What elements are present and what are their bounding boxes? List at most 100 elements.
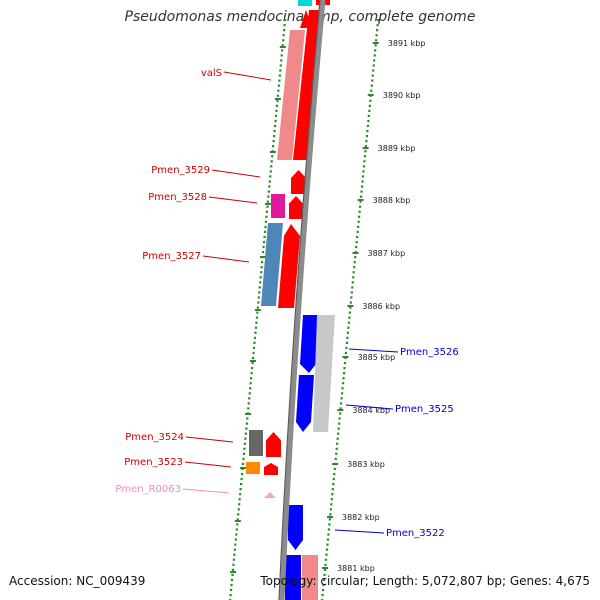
ring-dot	[348, 311, 351, 314]
ring-dot	[255, 321, 258, 324]
Pmen_3529-cds	[291, 170, 306, 194]
ring-dot	[362, 170, 365, 173]
backbone-line-edge	[278, 0, 321, 600]
ring-dot	[230, 578, 234, 582]
ring-dot	[339, 412, 342, 415]
valS-light-cds	[277, 30, 305, 160]
ring-dot	[254, 331, 257, 334]
ring-dot	[261, 261, 264, 264]
ring-dot	[249, 382, 252, 385]
ring-dot	[343, 361, 347, 365]
ring-dot	[365, 135, 368, 138]
backbone	[278, 0, 326, 600]
ring-dot	[233, 553, 236, 556]
ring-dot	[366, 124, 369, 128]
ring-dot	[269, 170, 272, 173]
ring-dot	[356, 230, 359, 234]
ring-dot	[357, 225, 360, 228]
ring-dot	[338, 422, 341, 425]
ring-dot	[278, 79, 281, 82]
ring-dot	[335, 452, 338, 455]
ring-dot	[342, 372, 346, 375]
ring-dot	[266, 205, 269, 208]
ring-dot	[330, 498, 333, 501]
ring-dot	[241, 462, 245, 466]
ring-dot	[252, 351, 255, 355]
ring-dot	[271, 155, 274, 158]
tick-label: 3891 kbp	[388, 39, 426, 48]
Pmen_3524-gray-feature	[249, 430, 263, 456]
ring-dot	[364, 145, 368, 148]
ring-dot	[276, 94, 280, 97]
ring-dot	[259, 276, 262, 279]
ring-dot	[361, 175, 365, 178]
ring-dot	[373, 59, 376, 62]
gene-label: Pmen_3529	[151, 165, 210, 176]
ring-dot	[341, 387, 344, 390]
ring-dot	[352, 271, 355, 274]
ring-dot	[240, 483, 243, 486]
ring-dot	[270, 160, 273, 163]
ring-dot	[370, 89, 373, 92]
ring-dot	[331, 493, 334, 496]
ring-dot	[243, 447, 246, 450]
ring-dot	[242, 452, 246, 455]
Pmen_3526-gray-feature	[313, 315, 335, 432]
ring-dot	[251, 361, 254, 365]
ring-dot	[345, 346, 348, 350]
ring-dot	[371, 79, 374, 82]
ring-dot	[360, 185, 364, 188]
ring-dot	[280, 59, 283, 62]
ring-dot	[265, 210, 269, 213]
gene-leader-line	[185, 436, 234, 443]
gene-leader-line	[184, 461, 232, 468]
ring-dot	[374, 44, 377, 47]
ring-dot	[235, 528, 238, 531]
ring-dot	[277, 89, 280, 92]
ring-dot	[347, 326, 350, 329]
ring-dot	[325, 548, 329, 551]
ring-dot	[272, 140, 275, 143]
ring-dot	[365, 140, 368, 143]
ring-dot	[258, 291, 261, 294]
ring-dot	[371, 74, 374, 77]
gene-label: Pmen_3524	[125, 432, 184, 443]
ring-dot	[250, 372, 253, 375]
ring-dot	[352, 276, 355, 279]
ring-dot	[359, 195, 363, 198]
ring-dot	[246, 417, 249, 420]
gene-labels: valS Pmen_3529 Pmen_3528 Pmen_3527 Pmen_3526…	[115, 68, 458, 539]
ring-dot	[236, 523, 239, 526]
accession-text: Accession: NC_009439	[9, 574, 146, 588]
tick-label: 3881 kbp	[337, 564, 375, 573]
ring-dot	[277, 84, 280, 87]
ring-dot	[245, 422, 248, 425]
ring-dot	[278, 74, 281, 77]
ring-dot	[372, 69, 375, 72]
ring-dot	[264, 220, 268, 223]
ring-dot	[339, 407, 342, 410]
ring-dot	[369, 99, 372, 102]
ring-dot	[239, 493, 242, 496]
ring-dot	[345, 341, 349, 344]
ring-dot	[268, 180, 271, 183]
ring-dot	[359, 200, 362, 203]
gene-label: valS	[201, 68, 222, 79]
gene-leader-line	[202, 255, 250, 263]
ring-dot	[360, 190, 363, 193]
ring-dot	[280, 54, 283, 57]
gene-label: Pmen_3525	[395, 404, 454, 415]
ring-dot	[328, 518, 331, 521]
ring-dot	[263, 235, 266, 239]
ring-dot	[326, 543, 329, 546]
ring-dot	[328, 523, 331, 526]
ring-dot	[282, 39, 285, 42]
ring-dot	[347, 321, 350, 324]
ring-dot	[321, 593, 324, 597]
tick-label: 3886 kbp	[362, 302, 400, 311]
Pmen_3523-cds	[264, 463, 278, 475]
ring-dot	[270, 165, 273, 168]
valS-arrow-tip	[300, 10, 312, 28]
ring-dot	[336, 437, 339, 440]
ring-dot	[336, 442, 339, 445]
